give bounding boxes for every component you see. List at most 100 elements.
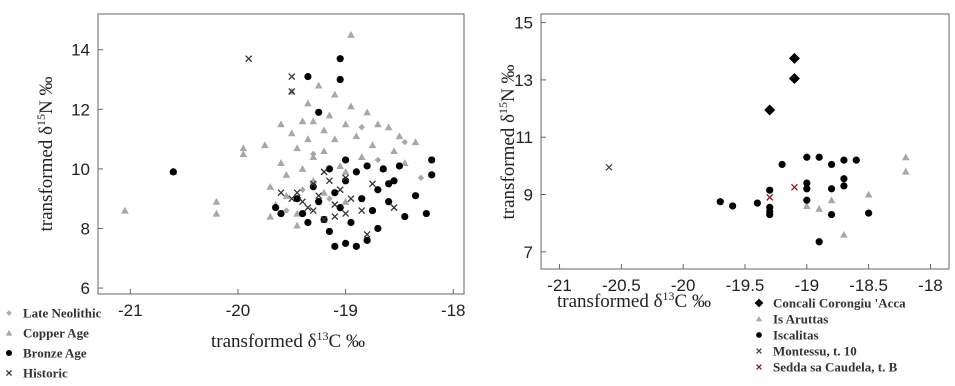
point-copper-age bbox=[309, 153, 318, 161]
point-bronze-age bbox=[379, 165, 387, 173]
point-iscalitas bbox=[803, 196, 811, 204]
point-copper-age bbox=[363, 108, 371, 116]
point-copper-age bbox=[384, 123, 393, 131]
point-bronze-age bbox=[331, 242, 339, 250]
point-bronze-age bbox=[341, 239, 350, 247]
point-bronze-age bbox=[395, 162, 404, 170]
point-copper-age bbox=[282, 171, 291, 178]
point-montessu-t-10 bbox=[605, 163, 613, 171]
point-concali-corongiu-acca bbox=[764, 104, 776, 116]
legend-marker-concali-corongiu-acca bbox=[754, 298, 764, 308]
point-bronze-age bbox=[325, 165, 334, 173]
point-iscalitas bbox=[815, 153, 823, 161]
y-tick-label: 12 bbox=[71, 100, 90, 119]
point-bronze-age bbox=[272, 204, 280, 212]
point-historic bbox=[288, 87, 296, 95]
legend-marker-bronze-age bbox=[5, 349, 13, 357]
point-historic bbox=[277, 189, 285, 197]
point-bronze-age bbox=[390, 177, 398, 185]
x-tick-label: -21 bbox=[118, 301, 143, 320]
point-copper-age bbox=[304, 99, 312, 107]
point-bronze-age bbox=[325, 227, 334, 236]
legend-marker-montessu-t-10 bbox=[756, 348, 762, 354]
y-tick-label: 7 bbox=[524, 243, 533, 262]
point-historic bbox=[347, 195, 355, 203]
point-copper-age bbox=[239, 150, 248, 158]
point-historic bbox=[342, 174, 350, 182]
point-copper-age bbox=[239, 144, 248, 152]
point-copper-age bbox=[277, 120, 285, 128]
x-axis-title-right: transformed δ13C ‰ bbox=[557, 289, 711, 312]
point-copper-age bbox=[266, 182, 275, 190]
point-iscalitas bbox=[803, 153, 811, 161]
point-historic bbox=[288, 73, 296, 81]
points-left bbox=[121, 31, 436, 250]
point-copper-age bbox=[341, 197, 350, 205]
plot-frame-right bbox=[540, 13, 950, 270]
x-tick-label: -19 bbox=[795, 276, 820, 295]
point-bronze-age bbox=[304, 72, 312, 81]
point-iscalitas bbox=[729, 202, 737, 210]
point-copper-age bbox=[212, 209, 221, 217]
point-historic bbox=[299, 198, 306, 206]
point-copper-age bbox=[277, 159, 285, 166]
point-iscalitas bbox=[852, 156, 860, 164]
chart-right: -21 -20.5 -20 -19.5 -19 -18.5 -18 7 9 11 13 15 tran… bbox=[496, 13, 950, 375]
point-bronze-age bbox=[422, 209, 430, 218]
point-bronze-age bbox=[385, 180, 393, 188]
point-sedda-sa-caudela-t-b bbox=[766, 193, 774, 201]
point-bronze-age bbox=[352, 168, 360, 176]
point-is-aruttas bbox=[815, 205, 823, 212]
point-copper-age bbox=[347, 31, 355, 38]
x-tick-label: -18 bbox=[441, 301, 466, 320]
x-tick-label: -20 bbox=[226, 301, 251, 320]
point-historic bbox=[331, 213, 339, 221]
point-bronze-age bbox=[401, 212, 409, 221]
x-axis-title-left: transformed δ13C ‰ bbox=[211, 329, 365, 352]
point-bronze-age bbox=[358, 195, 366, 203]
point-bronze-age bbox=[304, 218, 312, 227]
point-historic bbox=[363, 230, 371, 238]
point-historic bbox=[369, 180, 376, 188]
point-copper-age bbox=[298, 117, 307, 125]
y-tick-label: 6 bbox=[81, 279, 90, 298]
point-historic bbox=[358, 207, 366, 215]
point-copper-age bbox=[331, 135, 339, 143]
point-copper-age bbox=[331, 90, 339, 98]
point-copper-age bbox=[336, 162, 345, 169]
point-bronze-age bbox=[374, 224, 382, 233]
point-copper-age bbox=[309, 117, 318, 125]
y-tick-label: 14 bbox=[71, 41, 90, 60]
point-late-neolithic bbox=[283, 207, 290, 214]
point-is-aruttas bbox=[864, 190, 873, 198]
point-copper-age bbox=[411, 138, 420, 146]
point-historic bbox=[309, 180, 317, 188]
point-concali-corongiu-acca bbox=[788, 72, 800, 84]
point-is-aruttas bbox=[803, 202, 811, 210]
point-historic bbox=[336, 186, 344, 194]
point-historic bbox=[315, 192, 323, 200]
point-late-neolithic bbox=[417, 174, 425, 182]
x-tick-label: -20 bbox=[671, 276, 696, 295]
point-iscalitas bbox=[815, 238, 823, 246]
point-iscalitas bbox=[766, 210, 774, 219]
point-historic bbox=[288, 195, 296, 203]
point-copper-age bbox=[261, 141, 269, 149]
x-tick-label: -18.5 bbox=[849, 276, 888, 295]
point-copper-age bbox=[341, 168, 350, 175]
legend-marker-historic bbox=[5, 369, 13, 377]
point-historic bbox=[309, 207, 317, 215]
point-historic bbox=[342, 210, 350, 218]
point-late-neolithic bbox=[358, 123, 365, 131]
point-copper-age bbox=[320, 126, 328, 134]
point-bronze-age bbox=[331, 189, 339, 197]
point-iscalitas bbox=[766, 186, 774, 194]
point-is-aruttas bbox=[901, 153, 910, 161]
point-bronze-age bbox=[336, 75, 344, 84]
point-copper-age bbox=[395, 132, 404, 140]
point-copper-age bbox=[309, 177, 318, 184]
legend-left: Late Neolithic Copper Age Bronze Age Histor… bbox=[5, 306, 102, 381]
point-iscalitas bbox=[827, 185, 836, 193]
point-iscalitas bbox=[840, 175, 848, 183]
